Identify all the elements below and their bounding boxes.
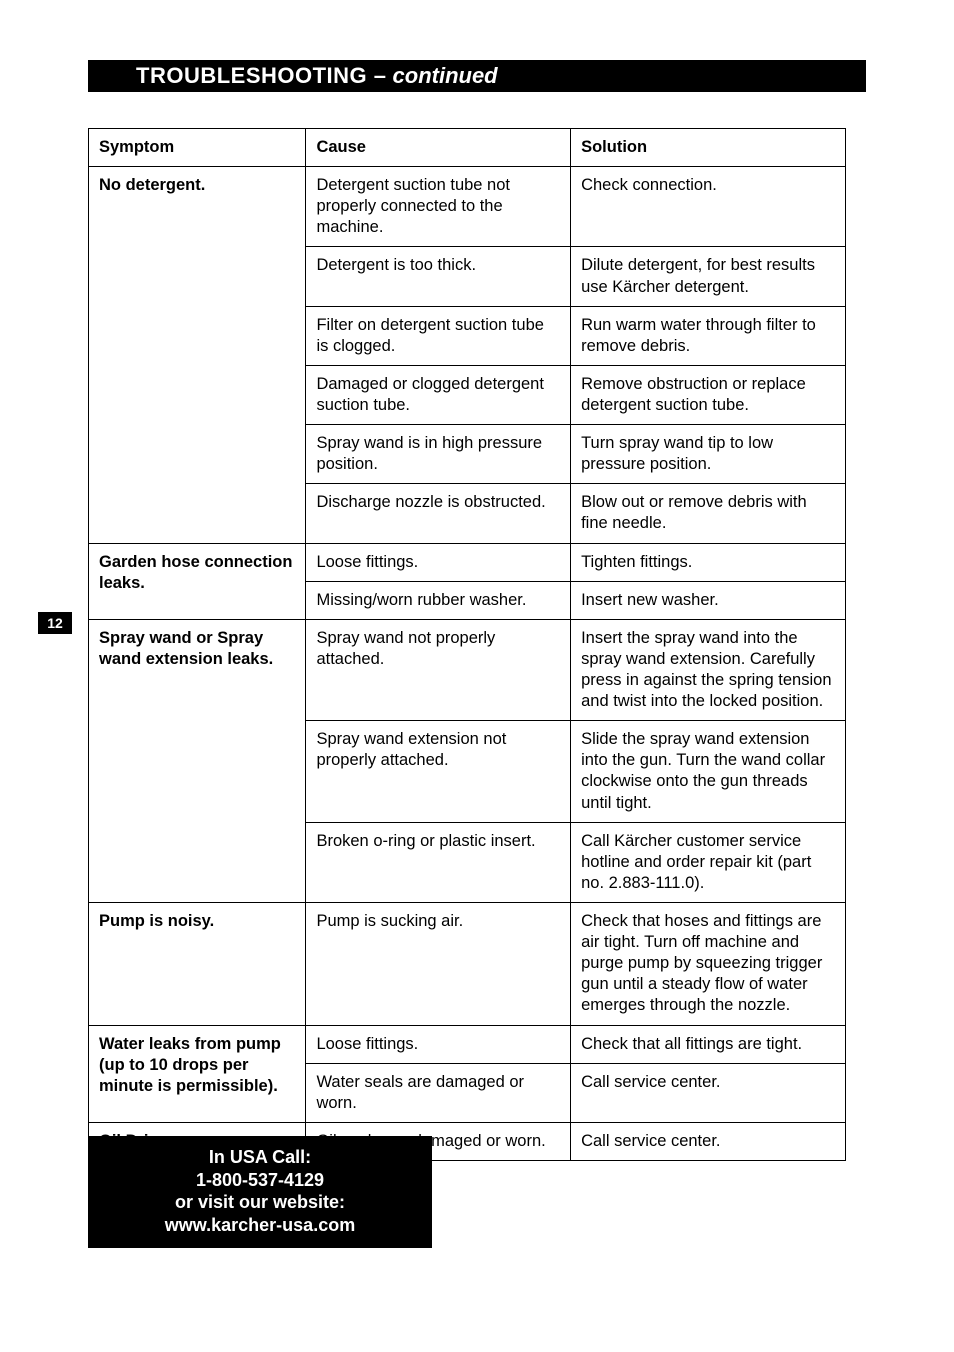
section-title-sub: continued	[393, 63, 498, 89]
solution-cell: Blow out or remove debris with fine need…	[571, 484, 846, 543]
solution-cell: Turn spray wand tip to low pressure posi…	[571, 425, 846, 484]
solution-cell: Insert new washer.	[571, 581, 846, 619]
symptom-cell: Water leaks from pump (up to 10 drops pe…	[89, 1025, 306, 1122]
section-title-bar: TROUBLESHOOTING – continued	[88, 60, 866, 92]
troubleshooting-table: Symptom Cause Solution No detergent.Dete…	[88, 128, 846, 1161]
solution-cell: Call service center.	[571, 1063, 846, 1122]
table-header-row: Symptom Cause Solution	[89, 129, 846, 167]
symptom-cell: Pump is noisy.	[89, 902, 306, 1025]
cause-cell: Detergent suction tube not properly conn…	[306, 167, 571, 247]
cause-cell: Spray wand not properly attached.	[306, 619, 571, 720]
header-cause: Cause	[306, 129, 571, 167]
cause-cell: Loose fittings.	[306, 543, 571, 581]
header-solution: Solution	[571, 129, 846, 167]
cause-cell: Pump is sucking air.	[306, 902, 571, 1025]
symptom-cell: Garden hose connection leaks.	[89, 543, 306, 619]
page-number: 12	[47, 615, 63, 631]
contact-line2: or visit our website:	[100, 1191, 420, 1214]
contact-phone: 1-800-537-4129	[100, 1169, 420, 1192]
solution-cell: Check that all fittings are tight.	[571, 1025, 846, 1063]
solution-cell: Slide the spray wand extension into the …	[571, 721, 846, 822]
cause-cell: Detergent is too thick.	[306, 247, 571, 306]
table-row: Garden hose connection leaks.Loose fitti…	[89, 543, 846, 581]
contact-box: In USA Call: 1-800-537-4129 or visit our…	[88, 1136, 432, 1248]
cause-cell: Filter on detergent suction tube is clog…	[306, 306, 571, 365]
cause-cell: Broken o-ring or plastic insert.	[306, 822, 571, 902]
solution-cell: Check that hoses and fittings are air ti…	[571, 902, 846, 1025]
page-number-badge: 12	[38, 612, 72, 634]
table-row: Spray wand or Spray wand extension leaks…	[89, 619, 846, 720]
contact-line1: In USA Call:	[100, 1146, 420, 1169]
cause-cell: Water seals are damaged or worn.	[306, 1063, 571, 1122]
table-row: No detergent.Detergent suction tube not …	[89, 167, 846, 247]
solution-cell: Remove obstruction or replace detergent …	[571, 365, 846, 424]
cause-cell: Damaged or clogged detergent suction tub…	[306, 365, 571, 424]
solution-cell: Insert the spray wand into the spray wan…	[571, 619, 846, 720]
table-row: Water leaks from pump (up to 10 drops pe…	[89, 1025, 846, 1063]
solution-cell: Dilute detergent, for best results use K…	[571, 247, 846, 306]
table-row: Pump is noisy.Pump is sucking air.Check …	[89, 902, 846, 1025]
cause-cell: Spray wand extension not properly attach…	[306, 721, 571, 822]
contact-site: www.karcher-usa.com	[100, 1214, 420, 1237]
solution-cell: Check connection.	[571, 167, 846, 247]
cause-cell: Discharge nozzle is obstructed.	[306, 484, 571, 543]
header-symptom: Symptom	[89, 129, 306, 167]
symptom-cell: Spray wand or Spray wand extension leaks…	[89, 619, 306, 902]
cause-cell: Spray wand is in high pressure position.	[306, 425, 571, 484]
symptom-cell: No detergent.	[89, 167, 306, 543]
solution-cell: Call Kärcher customer service hotline an…	[571, 822, 846, 902]
section-title-main: TROUBLESHOOTING –	[136, 63, 387, 89]
solution-cell: Run warm water through filter to remove …	[571, 306, 846, 365]
cause-cell: Missing/worn rubber washer.	[306, 581, 571, 619]
solution-cell: Call service center.	[571, 1122, 846, 1160]
solution-cell: Tighten fittings.	[571, 543, 846, 581]
cause-cell: Loose fittings.	[306, 1025, 571, 1063]
